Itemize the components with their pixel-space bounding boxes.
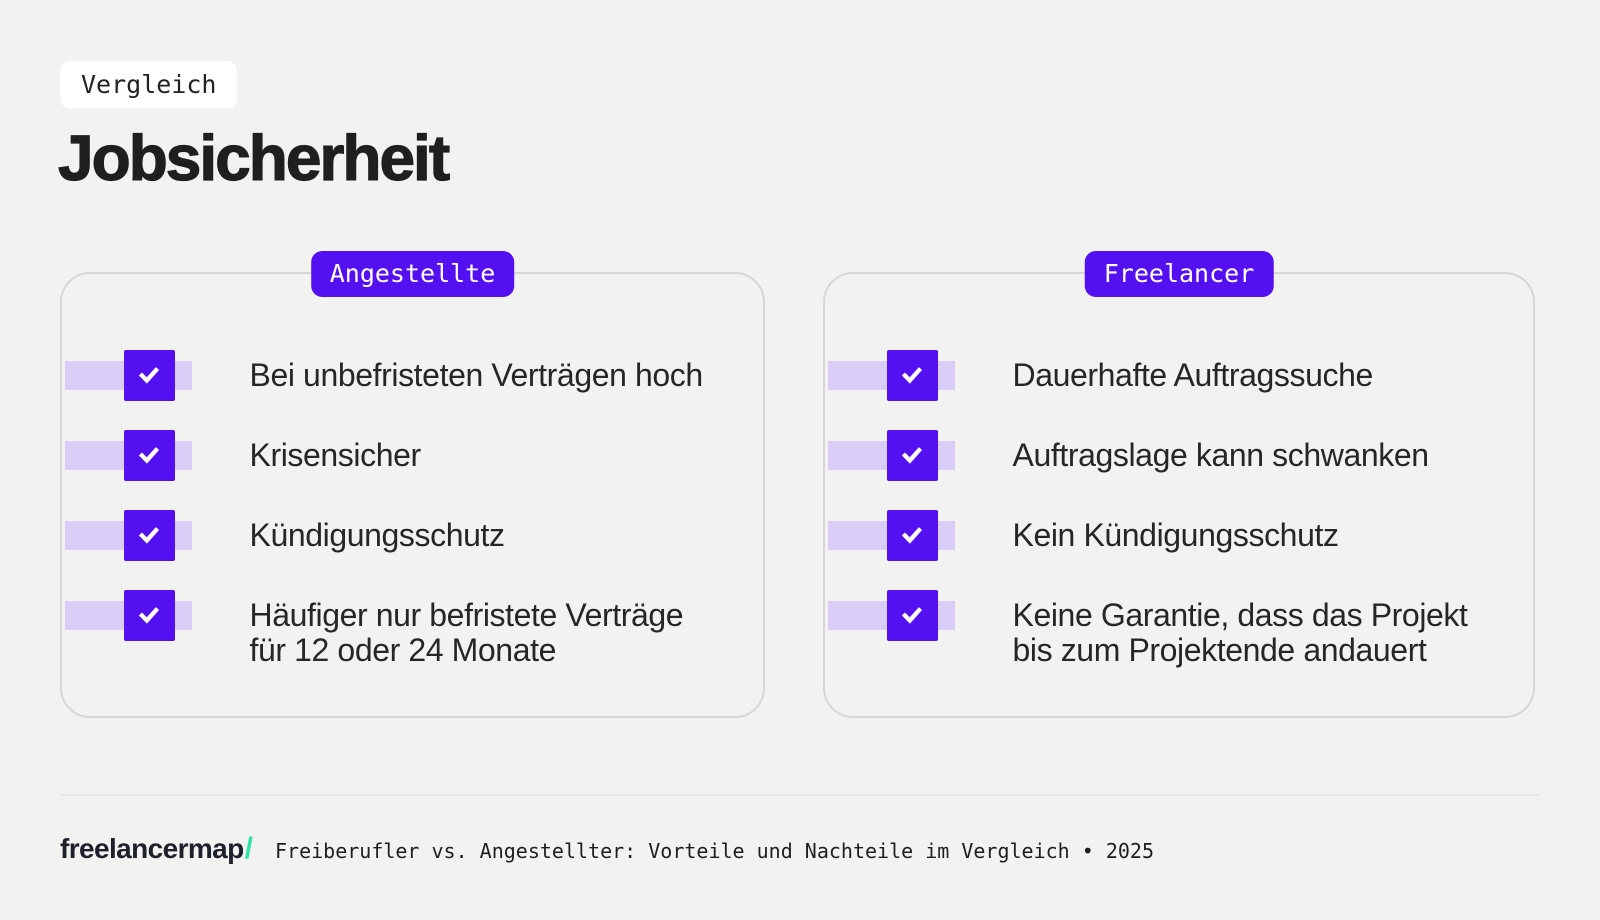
- item-label: Dauerhafte Auftragssuche: [1012, 356, 1374, 393]
- list-item: Häufiger nur befristete Verträge für 12 …: [62, 589, 763, 667]
- list-item: Kündigungsschutz: [62, 509, 763, 561]
- card-badge-angestellte: Angestellte: [310, 251, 515, 297]
- check-icon: [123, 429, 175, 481]
- card-angestellte-items: Bei unbefristeten Verträgen hoch Krisens…: [62, 274, 763, 670]
- card-angestellte: Angestellte Bei unbefristeten Verträgen …: [60, 251, 765, 718]
- card-badge-freelancer: Freelancer: [1084, 251, 1274, 297]
- list-item: Keine Garantie, dass das Projekt bis zum…: [825, 589, 1533, 667]
- item-label: Bei unbefristeten Verträgen hoch: [249, 356, 704, 393]
- item-label: Auftragslage kann schwanken: [1012, 436, 1430, 473]
- card-freelancer-items: Dauerhafte Auftragssuche Auftragslage ka…: [825, 274, 1533, 670]
- list-item: Bei unbefristeten Verträgen hoch: [62, 349, 763, 401]
- logo-slash-icon: /: [244, 832, 253, 865]
- check-icon: [886, 589, 938, 641]
- check-icon: [886, 349, 938, 401]
- check-icon: [123, 509, 175, 561]
- list-item: Krisensicher: [62, 429, 763, 481]
- footer: freelancermap / Freiberufler vs. Angeste…: [60, 832, 1154, 866]
- check-icon: [886, 509, 938, 561]
- item-label: Krisensicher: [249, 436, 422, 473]
- item-label: Kein Kündigungsschutz: [1012, 516, 1339, 553]
- footer-divider: [60, 794, 1540, 796]
- item-label: Kündigungsschutz: [249, 516, 506, 553]
- item-label: Keine Garantie, dass das Projekt bis zum…: [1012, 596, 1468, 668]
- check-icon: [123, 589, 175, 641]
- list-item: Dauerhafte Auftragssuche: [825, 349, 1533, 401]
- list-item: Kein Kündigungsschutz: [825, 509, 1533, 561]
- list-item: Auftragslage kann schwanken: [825, 429, 1533, 481]
- check-icon: [886, 429, 938, 481]
- page-title: Jobsicherheit: [57, 122, 450, 194]
- footer-caption: Freiberufler vs. Angestellter: Vorteile …: [274, 839, 1154, 863]
- category-tag: Vergleich: [60, 61, 238, 108]
- item-label: Häufiger nur befristete Verträge für 12 …: [249, 596, 684, 668]
- check-icon: [123, 349, 175, 401]
- card-freelancer: Freelancer Dauerhafte Auftragssuche Auft…: [823, 251, 1535, 718]
- freelancermap-logo: freelancermap: [60, 833, 244, 864]
